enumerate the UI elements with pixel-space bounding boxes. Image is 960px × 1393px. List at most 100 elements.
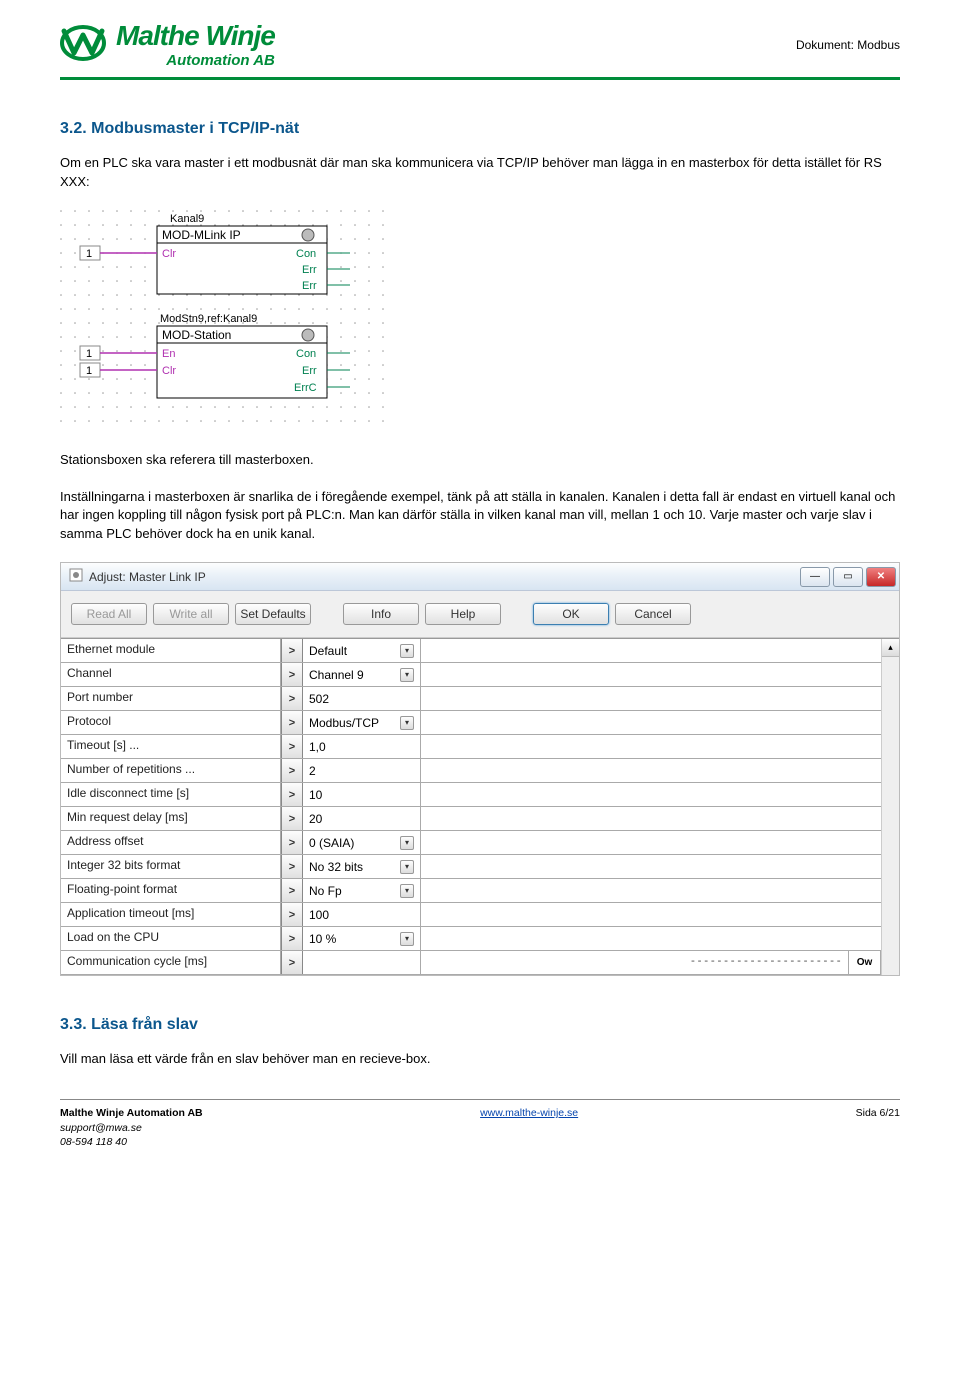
svg-text:Con: Con (296, 348, 316, 360)
section-3-3-heading: 3.3. Läsa från slav (60, 1016, 900, 1034)
expand-arrow-button[interactable]: > (281, 927, 303, 950)
expand-arrow-button[interactable]: > (281, 759, 303, 782)
read-all-button[interactable]: Read All (71, 603, 147, 625)
expand-arrow-button[interactable]: > (281, 687, 303, 710)
block1-title: Kanal9 (170, 213, 204, 225)
svg-text:Err: Err (302, 280, 317, 292)
para-3: Inställningarna i masterboxen är snarlik… (60, 488, 900, 545)
property-label: Min request delay [ms] (61, 807, 281, 830)
logo-sub: Automation AB (116, 52, 275, 69)
svg-text:En: En (162, 348, 175, 360)
maximize-button[interactable]: ▭ (833, 567, 863, 587)
grid-row: Address offset>0 (SAIA)▾ (61, 831, 899, 855)
cancel-button[interactable]: Cancel (615, 603, 691, 625)
svg-text:MOD-Station: MOD-Station (162, 328, 231, 342)
end-tag: Ow (849, 951, 881, 974)
footer-center: www.malthe-winje.se (480, 1106, 578, 1150)
page-header: Malthe Winje Automation AB Dokument: Mod… (60, 20, 900, 80)
grid-row: Timeout [s] ...>1,0 (61, 735, 899, 759)
expand-arrow-button[interactable]: > (281, 831, 303, 854)
expand-arrow-button[interactable]: > (281, 855, 303, 878)
grid-row: Port number>502 (61, 687, 899, 711)
svg-text:Clr: Clr (162, 248, 176, 260)
expand-arrow-button[interactable]: > (281, 807, 303, 830)
property-value[interactable]: 1,0 (303, 735, 421, 758)
property-value[interactable]: No 32 bits▾ (303, 855, 421, 878)
grid-row: Idle disconnect time [s]>10 (61, 783, 899, 807)
para-4: Vill man läsa ett värde från en slav beh… (60, 1050, 900, 1069)
property-value[interactable]: Default▾ (303, 639, 421, 662)
expand-arrow-button[interactable]: > (281, 735, 303, 758)
ok-button[interactable]: OK (533, 603, 609, 625)
property-value[interactable]: 2 (303, 759, 421, 782)
grid-row: Protocol>Modbus/TCP▾ (61, 711, 899, 735)
expand-arrow-button[interactable]: > (281, 951, 303, 974)
titlebar-left: Adjust: Master Link IP (69, 568, 206, 585)
dropdown-caret-icon[interactable]: ▾ (400, 644, 414, 658)
dropdown-caret-icon[interactable]: ▾ (400, 716, 414, 730)
minimize-button[interactable]: — (800, 567, 830, 587)
expand-arrow-button[interactable]: > (281, 783, 303, 806)
svg-text:Clr: Clr (162, 365, 176, 377)
property-value[interactable]: 10 (303, 783, 421, 806)
property-label: Integer 32 bits format (61, 855, 281, 878)
dialog-titlebar: Adjust: Master Link IP — ▭ ✕ (61, 563, 899, 591)
grid-row: Load on the CPU>10 %▾ (61, 927, 899, 951)
property-label: Channel (61, 663, 281, 686)
property-label: Application timeout [ms] (61, 903, 281, 926)
scrollbar[interactable]: ▴ (881, 639, 899, 975)
property-grid: ▴ Ethernet module>Default▾Channel>Channe… (61, 638, 899, 975)
help-button[interactable]: Help (425, 603, 501, 625)
property-label: Port number (61, 687, 281, 710)
write-all-button[interactable]: Write all (153, 603, 229, 625)
svg-text:1: 1 (86, 365, 92, 377)
property-label: Protocol (61, 711, 281, 734)
logo-main: Malthe Winje (116, 20, 275, 52)
dropdown-caret-icon[interactable]: ▾ (400, 884, 414, 898)
property-value[interactable] (303, 951, 421, 974)
svg-text:1: 1 (86, 348, 92, 360)
property-value[interactable]: 20 (303, 807, 421, 830)
window-controls: — ▭ ✕ (800, 567, 899, 587)
blank-cell: ----------------------- (421, 951, 849, 974)
expand-arrow-button[interactable]: > (281, 903, 303, 926)
dropdown-caret-icon[interactable]: ▾ (400, 860, 414, 874)
dropdown-caret-icon[interactable]: ▾ (400, 668, 414, 682)
expand-arrow-button[interactable]: > (281, 639, 303, 662)
grid-row: Channel>Channel 9▾ (61, 663, 899, 687)
info-button[interactable]: Info (343, 603, 419, 625)
svg-text:ModStn9,ref:Kanal9: ModStn9,ref:Kanal9 (160, 313, 257, 325)
app-icon (69, 568, 83, 585)
set-defaults-button[interactable]: Set Defaults (235, 603, 311, 625)
block1-name: MOD-MLink IP (162, 228, 241, 242)
grid-row: Ethernet module>Default▾ (61, 639, 899, 663)
expand-arrow-button[interactable]: > (281, 879, 303, 902)
dropdown-caret-icon[interactable]: ▾ (400, 932, 414, 946)
property-label: Floating-point format (61, 879, 281, 902)
property-value[interactable]: Channel 9▾ (303, 663, 421, 686)
property-value[interactable]: 502 (303, 687, 421, 710)
property-value[interactable]: 100 (303, 903, 421, 926)
footer-url-link[interactable]: www.malthe-winje.se (480, 1107, 578, 1119)
para-1: Om en PLC ska vara master i ett modbusnä… (60, 154, 900, 192)
property-label: Timeout [s] ... (61, 735, 281, 758)
dropdown-caret-icon[interactable]: ▾ (400, 836, 414, 850)
property-value[interactable]: 10 %▾ (303, 927, 421, 950)
footer-page: Sida 6/21 (856, 1107, 900, 1119)
property-value[interactable]: No Fp▾ (303, 879, 421, 902)
scroll-up-button[interactable]: ▴ (882, 639, 899, 657)
grid-row: Application timeout [ms]>100 (61, 903, 899, 927)
footer-left: Malthe Winje Automation AB support@mwa.s… (60, 1106, 203, 1150)
property-label: Idle disconnect time [s] (61, 783, 281, 806)
expand-arrow-button[interactable]: > (281, 711, 303, 734)
property-label: Address offset (61, 831, 281, 854)
grid-row: Floating-point format>No Fp▾ (61, 879, 899, 903)
adjust-dialog: Adjust: Master Link IP — ▭ ✕ Read All Wr… (60, 562, 900, 976)
property-value[interactable]: 0 (SAIA)▾ (303, 831, 421, 854)
document-label: Dokument: Modbus (796, 38, 900, 52)
close-button[interactable]: ✕ (866, 567, 896, 587)
svg-text:Err: Err (302, 365, 317, 377)
section-3-2-heading: 3.2. Modbusmaster i TCP/IP-nät (60, 120, 900, 138)
expand-arrow-button[interactable]: > (281, 663, 303, 686)
property-value[interactable]: Modbus/TCP▾ (303, 711, 421, 734)
